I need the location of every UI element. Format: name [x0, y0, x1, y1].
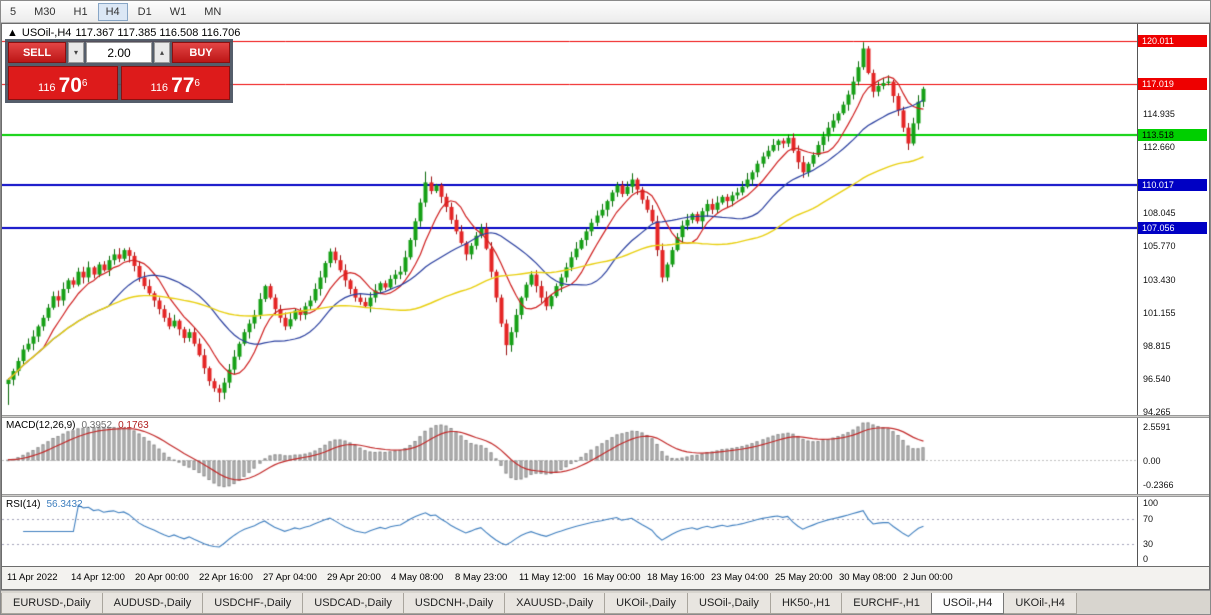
rsi-plot[interactable]: RSI(14) 56.3432: [2, 497, 1137, 566]
macd-label: MACD(12,26,9) 0.3952 0.1763: [6, 420, 149, 431]
time-label: 11 Apr 2022: [7, 572, 58, 583]
volume-decrease-button[interactable]: ▾: [68, 42, 84, 63]
time-label: 20 Apr 00:00: [135, 572, 189, 583]
ask-pip-digit: 6: [194, 78, 200, 89]
chart-tabs-bar: EURUSD-,Daily AUDUSD-,Daily USDCHF-,Daily U…: [1, 590, 1210, 614]
rsi-value: 56.3432: [46, 499, 83, 510]
price-axis-label: 108.045: [1143, 208, 1176, 219]
chart-symbol: USOil-,H4: [21, 27, 72, 39]
rsi-axis-label: 30: [1143, 538, 1154, 549]
price-level-badge: 110.017: [1138, 179, 1207, 192]
price-level-badge: 117.019: [1138, 78, 1207, 91]
panel-splitter[interactable]: [2, 494, 1209, 497]
chart-title: ▲ USOil-,H4 117.367 117.385 116.508 116.70…: [7, 27, 244, 39]
price-level-badge: 120.011: [1138, 35, 1207, 48]
macd-name: MACD(12,26,9): [6, 420, 76, 431]
main-chart-plot[interactable]: ▲ USOil-,H4 117.367 117.385 116.508 116.70…: [2, 24, 1137, 415]
time-label: 22 Apr 16:00: [199, 572, 253, 583]
time-label: 25 May 20:00: [775, 572, 833, 583]
trade-controls-row: SELL ▾ 2.00 ▴ BUY: [8, 42, 230, 63]
chart-tab-audusd-daily[interactable]: AUDUSD-,Daily: [101, 593, 204, 614]
macd-main-value: 0.3952: [81, 420, 113, 431]
time-axis: 11 Apr 2022 14 Apr 12:00 20 Apr 00:00 22 Ap…: [2, 566, 1209, 589]
timeframe-button-5[interactable]: 5: [10, 5, 17, 18]
buy-button[interactable]: BUY: [172, 42, 230, 63]
one-click-trade-panel: SELL ▾ 2.00 ▴ BUY 116 70 6 116 77 6: [5, 39, 233, 103]
macd-plot[interactable]: MACD(12,26,9) 0.3952 0.1763: [2, 418, 1137, 494]
macd-axis-label: 2.5591: [1143, 422, 1171, 432]
time-label: 29 Apr 20:00: [327, 572, 381, 583]
price-axis-label: 114.935: [1143, 109, 1175, 120]
window-marker-icon: ▲: [7, 27, 18, 39]
price-axis-label: 101.155: [1143, 307, 1176, 318]
bid-pip-digit: 6: [81, 78, 88, 89]
trade-prices-row: 116 70 6 116 77 6: [8, 66, 230, 100]
price-axis-label: 103.430: [1143, 274, 1176, 285]
macd-panel: MACD(12,26,9) 0.3952 0.1763 2.5591 0.00 -0.2…: [2, 418, 1209, 494]
chart-tab-hk50-h1[interactable]: HK50-,H1: [769, 593, 843, 614]
chart-tab-usdcnh-daily[interactable]: USDCNH-,Daily: [402, 593, 506, 614]
timeframe-button-w1[interactable]: W1: [169, 5, 187, 18]
rsi-label: RSI(14) 56.3432: [6, 499, 83, 510]
rsi-panel: RSI(14) 56.3432 100 70 30 0: [2, 497, 1209, 566]
main-chart-panel: ▲ USOil-,H4 117.367 117.385 116.508 116.70…: [2, 24, 1209, 415]
time-label: 14 Apr 12:00: [71, 572, 125, 583]
macd-axis-label: -0.2366: [1143, 480, 1174, 490]
ask-prefix: 116: [150, 82, 169, 94]
chart-tab-usdchf-daily[interactable]: USDCHF-,Daily: [202, 593, 304, 614]
chart-tab-ukoil-daily[interactable]: UKOil-,Daily: [604, 593, 689, 614]
timeframe-button-d1[interactable]: D1: [137, 5, 152, 18]
rsi-axis-label: 100: [1143, 498, 1159, 508]
time-label: 8 May 23:00: [455, 572, 508, 583]
bid-prefix: 116: [38, 82, 56, 94]
timeframe-button-h1[interactable]: H1: [73, 5, 88, 18]
ask-price-box[interactable]: 116 77 6: [120, 66, 230, 100]
rsi-axis-label: 70: [1143, 514, 1154, 525]
timeframe-button-m30[interactable]: M30: [34, 5, 56, 18]
main-price-axis: 119.930114.935112.660108.045105.770103.4…: [1137, 24, 1209, 415]
chart-tab-usoil-h4[interactable]: USOil-,H4: [930, 593, 1005, 614]
panel-splitter[interactable]: [2, 415, 1209, 418]
price-level-badge: 107.056: [1138, 221, 1207, 234]
chart-ohlc: 117.367 117.385 116.508 116.706: [75, 27, 241, 39]
time-label: 16 May 00:00: [583, 572, 641, 583]
chart-tab-usdcad-daily[interactable]: USDCAD-,Daily: [302, 593, 404, 614]
price-axis-label: 94.265: [1143, 406, 1171, 415]
rsi-axis-label: 0: [1143, 554, 1149, 564]
timeframe-button-mn[interactable]: MN: [204, 5, 222, 18]
chart-tab-usoil-daily[interactable]: USOil-,Daily: [687, 593, 771, 614]
volume-increase-button[interactable]: ▴: [154, 42, 170, 63]
chart-tab-eurusd-daily[interactable]: EURUSD-,Daily: [1, 593, 103, 614]
price-level-badge: 113.518: [1138, 128, 1207, 141]
macd-signal-value: 0.1763: [118, 420, 149, 431]
time-label: 18 May 16:00: [647, 572, 705, 583]
time-label: 4 May 08:00: [391, 572, 444, 583]
rsi-name: RSI(14): [6, 499, 41, 510]
price-axis-label: 98.815: [1143, 341, 1171, 352]
chart-window: ▲ USOil-,H4 117.367 117.385 116.508 116.70…: [1, 23, 1210, 590]
timeframe-toolbar: 5 M30 H1 H4 D1 W1 MN: [1, 1, 1210, 23]
volume-input[interactable]: 2.00: [86, 42, 152, 63]
time-label: 23 May 04:00: [711, 572, 769, 583]
price-axis-label: 105.770: [1143, 241, 1176, 252]
rsi-axis: 100 70 30 0: [1137, 497, 1209, 566]
ask-big-digits: 77: [171, 74, 195, 97]
chart-tab-xauusd-daily[interactable]: XAUUSD-,Daily: [504, 593, 606, 614]
chart-tab-eurchf-h1[interactable]: EURCHF-,H1: [841, 593, 932, 614]
price-axis-label: 96.540: [1143, 374, 1171, 385]
macd-axis: 2.5591 0.00 -0.2366: [1137, 418, 1209, 494]
time-label: 27 Apr 04:00: [263, 572, 317, 583]
time-label: 30 May 08:00: [839, 572, 897, 583]
time-label: 11 May 12:00: [519, 572, 576, 583]
sell-button[interactable]: SELL: [8, 42, 66, 63]
macd-axis-label: 0.00: [1143, 455, 1161, 466]
price-axis-label: 112.660: [1143, 141, 1175, 152]
bid-price-box[interactable]: 116 70 6: [8, 66, 118, 100]
time-label: 2 Jun 00:00: [903, 572, 953, 583]
chart-tab-ukoil-h4[interactable]: UKOil-,H4: [1003, 593, 1077, 614]
bid-big-digits: 70: [58, 74, 82, 97]
timeframe-button-h4[interactable]: H4: [97, 2, 128, 21]
